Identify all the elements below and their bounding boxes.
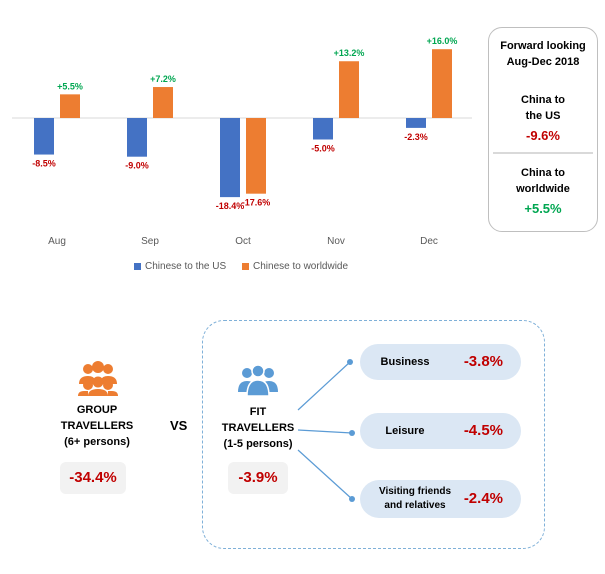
segment-pill-leisure: Leisure -4.5% [360, 413, 521, 449]
connector-leisure-dot [349, 430, 355, 436]
data-label-worldwide-nov: +13.2% [334, 48, 365, 58]
connector-business [297, 361, 351, 411]
data-label-us-dec: -2.3% [404, 132, 428, 142]
forward-box-title: Forward looking Aug-Dec 2018 [489, 38, 597, 70]
worldwide-forward-value: +5.5% [524, 201, 562, 216]
legend-label-worldwide: Chinese to worldwide [253, 261, 349, 272]
group-travellers-value: -34.4% [60, 462, 126, 494]
group-travellers-label: GROUP TRAVELLERS (6+ persons) [52, 402, 142, 450]
us-forward-label-line2: the US [525, 110, 561, 122]
data-label-us-aug: -8.5% [32, 159, 56, 169]
data-label-worldwide-aug: +5.5% [57, 81, 83, 91]
fit-label-line2: TRAVELLERS [221, 422, 295, 434]
legend-label-us: Chinese to the US [145, 261, 227, 272]
fit-segments-box [202, 320, 545, 549]
us-forward-label: China to the US [489, 92, 597, 124]
fit-label-line3: (1-5 persons) [223, 438, 293, 450]
bar-us-dec [406, 118, 426, 128]
bar-worldwide-dec [432, 49, 452, 119]
segment-value-vfr: -2.4% [463, 490, 503, 507]
us-forward-label-line1: China to [521, 94, 565, 106]
data-label-worldwide-sep: +7.2% [150, 74, 176, 84]
segment-value-business: -3.8% [463, 353, 503, 370]
bar-worldwide-sep [153, 87, 173, 118]
group-label-line2: TRAVELLERS [60, 420, 134, 432]
fit-travellers-value: -3.9% [228, 462, 288, 494]
segment-pill-business: Business -3.8% [360, 344, 521, 380]
connector-vfr [297, 449, 353, 500]
bar-worldwide-oct [246, 118, 266, 194]
bar-us-oct [220, 118, 240, 198]
forward-box-divider [493, 152, 593, 154]
bar-us-nov [313, 118, 333, 140]
x-tick-sep: Sep [141, 236, 159, 247]
segment-value-leisure: -4.5% [463, 422, 503, 439]
monthly-change-bar-chart: -8.5% +5.5% Aug -9.0% +7.2% Sep -18.4%-17.6% Oc… [12, 36, 472, 247]
data-label-worldwide-dec: +16.0% [427, 36, 458, 46]
data-label-worldwide-oct: -17.6% [242, 198, 271, 208]
x-tick-oct: Oct [235, 236, 251, 247]
us-forward-value: -9.6% [526, 128, 560, 143]
fit-label-line1: FIT [249, 406, 267, 418]
bar-worldwide-aug [60, 94, 80, 118]
vs-label: VS [170, 418, 188, 433]
group-people-icon [78, 361, 118, 396]
data-label-us-nov: -5.0% [311, 144, 335, 154]
group-label-line1: GROUP [76, 404, 118, 416]
group-label-line3: (6+ persons) [64, 436, 130, 448]
x-tick-dec: Dec [420, 236, 438, 247]
x-tick-nov: Nov [327, 236, 345, 247]
worldwide-forward-label: China to worldwide [489, 165, 597, 197]
data-label-us-sep: -9.0% [125, 161, 149, 171]
segment-label-leisure: Leisure [385, 425, 425, 437]
worldwide-forward-label-line2: worldwide [516, 183, 570, 195]
segment-label-business: Business [380, 356, 430, 368]
x-tick-aug: Aug [48, 236, 66, 247]
segment-label-vfr-line2: and relatives [384, 500, 446, 511]
fit-travellers-label: FIT TRAVELLERS (1-5 persons) [212, 404, 304, 452]
worldwide-forward-label-line1: China to [521, 167, 565, 179]
forward-box-title-line2: Aug-Dec 2018 [506, 56, 580, 68]
legend-swatch-worldwide [242, 263, 249, 270]
connector-vfr-dot [349, 496, 355, 502]
legend-item-worldwide: Chinese to worldwide [242, 261, 348, 272]
segment-label-vfr-line1: Visiting friends [378, 486, 452, 497]
bar-us-sep [127, 118, 147, 157]
legend-swatch-us [134, 263, 141, 270]
bar-us-aug [34, 118, 54, 155]
data-label-us-oct: -18.4% [216, 201, 245, 211]
bar-worldwide-nov [339, 61, 359, 118]
connector-leisure [297, 429, 353, 434]
segment-label-vfr: Visiting friends and relatives [366, 485, 464, 513]
legend-item-us: Chinese to the US [134, 261, 226, 272]
connector-business-dot [347, 359, 353, 365]
forward-looking-box: Forward looking Aug-Dec 2018 China to th… [488, 27, 598, 232]
fit-people-icon [238, 364, 278, 397]
forward-box-title-line1: Forward looking [500, 40, 586, 52]
segment-pill-vfr: Visiting friends and relatives -2.4% [360, 480, 521, 518]
